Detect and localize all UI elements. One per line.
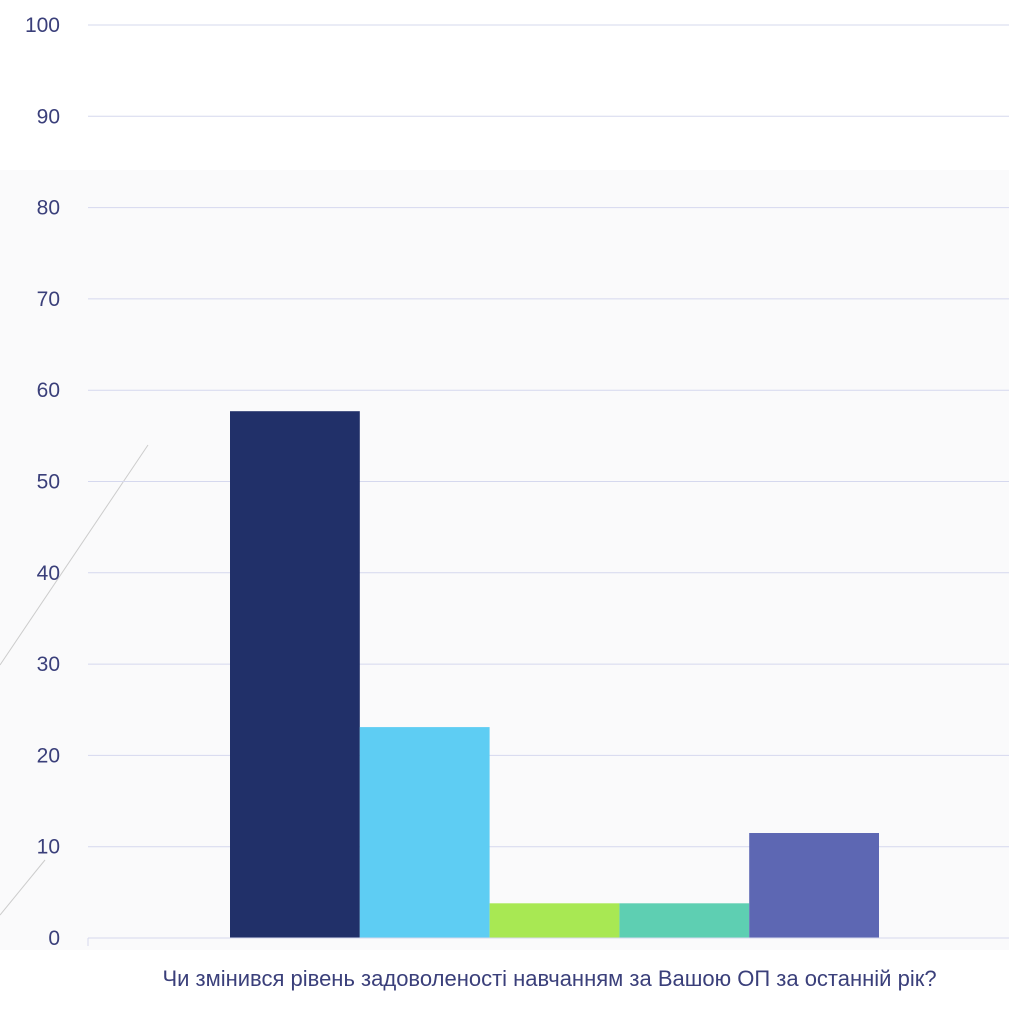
plot-background-panel xyxy=(0,170,1009,950)
bars xyxy=(230,411,879,939)
y-tick-label: 20 xyxy=(37,744,60,767)
y-tick-label: 10 xyxy=(37,836,60,859)
bar-2 xyxy=(359,727,490,938)
y-tick-label: 100 xyxy=(25,14,60,37)
y-tick-label: 0 xyxy=(48,927,60,950)
bar-3 xyxy=(489,903,620,938)
y-tick-label: 50 xyxy=(37,471,60,494)
y-tick-label: 40 xyxy=(37,562,60,585)
y-tick-label: 30 xyxy=(37,653,60,676)
y-tick-label: 60 xyxy=(37,379,60,402)
decorative-diagonal-line xyxy=(0,859,46,916)
y-tick-label: 80 xyxy=(37,197,60,220)
bar-4 xyxy=(619,903,750,938)
y-tick-label: 70 xyxy=(37,288,60,311)
bar-1 xyxy=(230,411,360,939)
decorative-background xyxy=(0,170,1009,950)
x-category-label: Чи змінився рівень задоволеності навчанн… xyxy=(162,966,937,991)
y-axis-tick-labels: 0 10 20 30 40 50 60 70 80 90 100 xyxy=(25,14,60,950)
bar-5 xyxy=(749,833,879,938)
y-tick-label: 90 xyxy=(37,105,60,128)
